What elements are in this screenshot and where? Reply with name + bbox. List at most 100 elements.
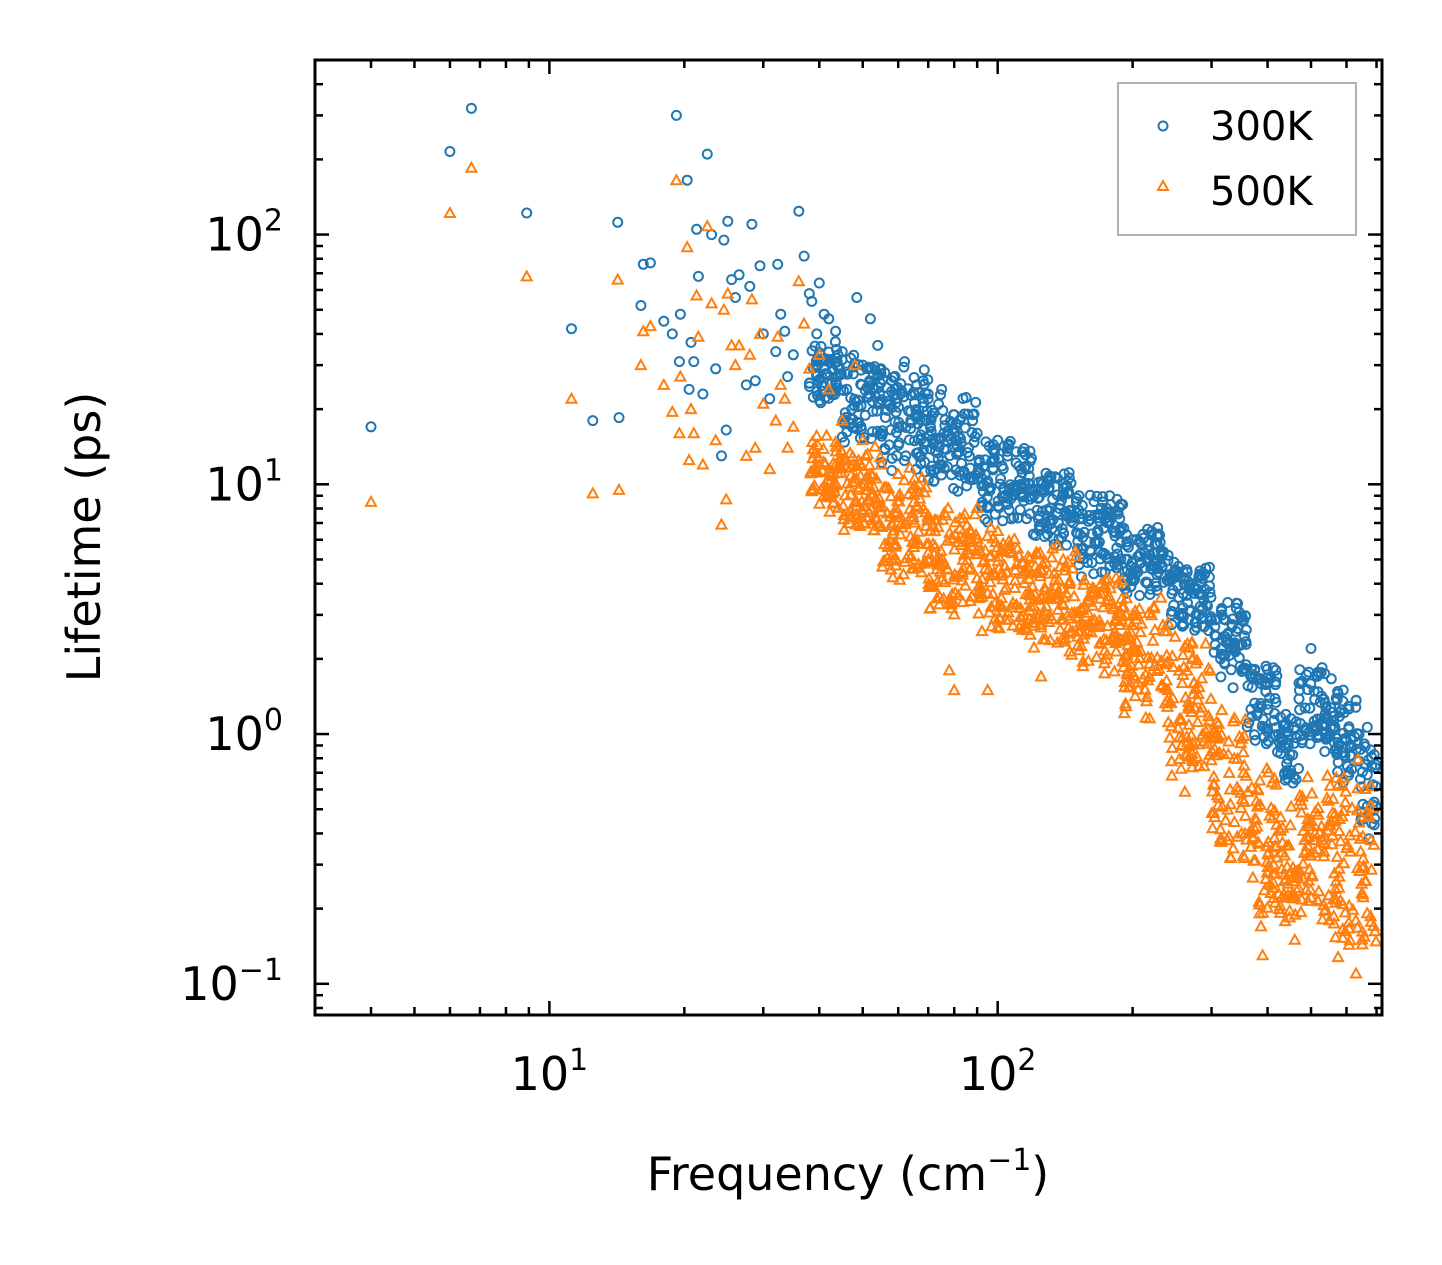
point-500K	[1188, 700, 1202, 713]
point-300K	[1111, 542, 1123, 554]
x-tick-label: 101	[511, 1043, 589, 1101]
point-300K	[806, 345, 818, 357]
point-300K	[1151, 584, 1163, 596]
point-500K	[1147, 599, 1161, 612]
point-500K	[980, 529, 995, 542]
point-500K	[814, 482, 828, 495]
point-500K	[1182, 749, 1196, 762]
point-300K	[944, 450, 956, 461]
point-500K	[955, 567, 970, 580]
point-300K	[898, 455, 910, 467]
point-300K	[925, 425, 937, 437]
point-300K	[1025, 452, 1037, 464]
point-300K	[775, 308, 787, 320]
point-300K	[1096, 566, 1108, 578]
point-300K	[918, 364, 930, 376]
point-300K	[879, 444, 891, 456]
point-500K	[1328, 930, 1343, 943]
point-500K	[1129, 644, 1143, 657]
point-300K	[1156, 562, 1168, 574]
legend-box	[1117, 82, 1357, 236]
point-300K	[812, 359, 823, 371]
point-500K	[1134, 616, 1149, 629]
point-500K	[1338, 905, 1352, 918]
point-300K	[1057, 527, 1069, 539]
point-500K	[861, 469, 876, 482]
point-500K	[769, 413, 783, 426]
point-300K	[886, 452, 898, 464]
point-300K	[993, 502, 1005, 514]
point-500K	[1190, 653, 1204, 666]
point-500K	[1017, 576, 1032, 589]
point-500K	[1015, 622, 1029, 635]
point-500K	[1354, 844, 1368, 857]
point-500K	[835, 413, 849, 426]
point-300K	[813, 277, 825, 289]
point-500K	[1307, 845, 1321, 858]
point-500K	[826, 480, 841, 493]
point-300K	[971, 473, 983, 485]
point-500K	[886, 570, 900, 583]
point-500K	[964, 539, 979, 552]
point-500K	[1305, 869, 1319, 882]
point-500K	[865, 486, 880, 499]
point-500K	[875, 519, 889, 532]
plot-frame	[313, 58, 1384, 1017]
point-500K	[864, 502, 878, 515]
point-500K	[1215, 703, 1229, 716]
point-500K	[739, 448, 753, 461]
point-300K	[1086, 528, 1098, 540]
point-500K	[825, 467, 839, 480]
point-500K	[942, 663, 956, 676]
point-500K	[756, 396, 770, 409]
point-500K	[672, 426, 687, 439]
point-500K	[1203, 663, 1217, 676]
point-500K	[1038, 632, 1053, 645]
point-300K	[1329, 721, 1341, 733]
point-500K	[1139, 710, 1153, 723]
point-300K	[1163, 575, 1174, 587]
point-500K	[1111, 576, 1125, 589]
point-500K	[1227, 814, 1242, 827]
point-500K	[1307, 833, 1321, 846]
point-500K	[1201, 721, 1215, 734]
point-500K	[1071, 624, 1086, 637]
point-500K	[704, 296, 719, 309]
point-300K	[365, 421, 377, 433]
point-500K	[1278, 914, 1292, 927]
point-300K	[722, 215, 734, 227]
point-500K	[1196, 734, 1211, 747]
point-500K	[834, 465, 849, 478]
point-300K	[898, 361, 910, 373]
point-500K	[1279, 872, 1293, 885]
point-500K	[1052, 590, 1067, 603]
point-300K	[566, 323, 577, 335]
point-500K	[1165, 740, 1179, 753]
point-500K	[1323, 778, 1337, 791]
point-500K	[1284, 799, 1298, 812]
point-500K	[1102, 588, 1116, 601]
point-500K	[947, 542, 962, 555]
point-500K	[1028, 587, 1042, 600]
point-500K	[657, 377, 671, 390]
point-500K	[1297, 832, 1312, 845]
point-500K	[894, 510, 908, 523]
point-500K	[1033, 545, 1047, 558]
point-300K	[899, 356, 911, 368]
point-500K	[1342, 915, 1356, 928]
point-300K	[1112, 506, 1124, 518]
point-300K	[1328, 715, 1340, 726]
point-500K	[1013, 609, 1028, 622]
point-500K	[843, 504, 857, 517]
point-500K	[1226, 841, 1240, 854]
point-500K	[1094, 576, 1108, 589]
point-300K	[1199, 583, 1211, 595]
point-500K	[1081, 623, 1095, 636]
point-500K	[1266, 880, 1280, 893]
point-300K	[1119, 566, 1131, 577]
point-500K	[1141, 673, 1155, 686]
point-300K	[1255, 698, 1267, 709]
point-300K	[928, 475, 940, 487]
point-500K	[943, 525, 957, 538]
legend-label-300k: 300K	[1210, 104, 1314, 150]
